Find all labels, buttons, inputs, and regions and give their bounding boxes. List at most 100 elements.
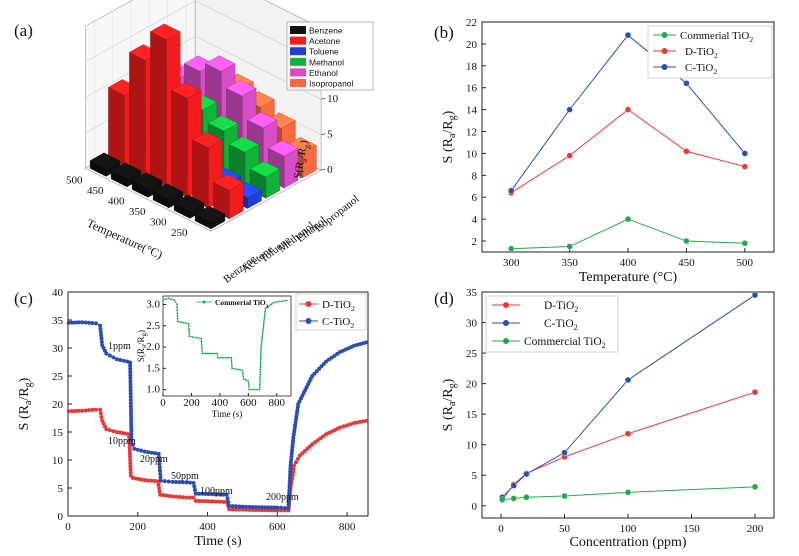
data-point <box>262 328 265 331</box>
legend-text: Toluene <box>309 47 339 57</box>
data-point <box>142 449 147 454</box>
data-point <box>204 352 207 355</box>
data-point <box>206 491 211 496</box>
data-point <box>188 327 190 330</box>
x-tick-label: 200 <box>130 521 147 533</box>
y-tick-label: 5 <box>472 470 478 482</box>
data-point <box>361 419 366 424</box>
grid-line <box>85 35 322 100</box>
data-point <box>213 352 215 355</box>
legend-item-c-tio: C-TiO2 <box>492 318 578 332</box>
data-point <box>128 464 133 469</box>
data-point <box>184 322 187 325</box>
y-tick-label: 14 <box>466 105 478 117</box>
x-tick-label: 100 <box>620 523 637 535</box>
data-point <box>209 492 214 497</box>
legend-item-d-tio: D-TiO2 <box>653 46 718 60</box>
data-point <box>111 355 116 360</box>
legend-text: Isopropanol <box>309 79 354 89</box>
data-point <box>129 429 134 434</box>
data-point <box>275 505 280 510</box>
data-point <box>566 106 573 113</box>
data-point <box>240 507 245 512</box>
data-point <box>624 430 632 437</box>
data-point <box>128 457 133 462</box>
data-point <box>244 507 249 512</box>
data-point <box>269 508 274 513</box>
x-tick-label: 450 <box>87 185 104 197</box>
data-point <box>288 466 293 471</box>
data-point <box>176 312 179 314</box>
data-point <box>287 490 292 495</box>
data-point <box>179 321 182 323</box>
data-point <box>262 323 265 325</box>
data-point <box>164 298 167 301</box>
y-tick-label: 5 <box>58 483 64 495</box>
data-point <box>233 504 238 509</box>
data-point <box>312 440 317 445</box>
data-point <box>289 454 294 459</box>
data-point <box>259 376 262 379</box>
data-point <box>358 342 363 347</box>
data-point <box>157 458 162 463</box>
data-point <box>127 454 132 459</box>
data-point <box>200 340 203 343</box>
data-point <box>355 342 360 347</box>
data-point <box>166 479 171 484</box>
data-point <box>207 352 210 355</box>
data-point <box>230 359 233 362</box>
data-point <box>247 507 252 512</box>
data-point <box>364 418 369 423</box>
data-point <box>194 336 197 339</box>
bar-benzene-350 <box>152 183 184 209</box>
data-point <box>286 506 291 511</box>
data-point <box>188 495 193 500</box>
bar-face-top <box>171 82 202 99</box>
y-tick-label: 10 <box>52 455 64 467</box>
data-point <box>184 480 189 485</box>
data-point <box>128 382 133 387</box>
data-point <box>176 309 179 312</box>
data-point <box>624 489 632 496</box>
data-point <box>242 378 245 380</box>
x-tick-label: 0 <box>65 521 71 533</box>
data-point <box>231 367 234 370</box>
y-tick-label: 15 <box>466 409 478 421</box>
data-point <box>624 106 632 113</box>
x-tick-label: 500 <box>66 175 83 187</box>
data-point <box>566 152 573 159</box>
data-point <box>107 428 112 433</box>
data-point <box>224 492 229 497</box>
data-point <box>260 348 262 351</box>
legend-text: Commercial TiO2 <box>524 336 606 350</box>
data-point <box>295 405 300 410</box>
data-point <box>219 356 222 359</box>
data-point <box>290 444 295 449</box>
data-point <box>264 307 267 310</box>
data-point <box>98 323 103 328</box>
data-point <box>129 432 134 437</box>
legend-text: D-TiO2 <box>544 300 578 314</box>
data-point <box>292 426 297 431</box>
data-point <box>259 363 262 366</box>
panel-c: (c) 0 200 400 600 800 0 5 10 15 20 25 30 35 40 1ppm 10… <box>14 287 369 549</box>
data-point <box>221 499 226 504</box>
data-point <box>250 507 255 512</box>
data-point <box>292 463 297 468</box>
annotation-20ppm: 20ppm <box>140 454 168 465</box>
data-point <box>201 349 203 352</box>
data-point <box>83 320 88 325</box>
inset-x-tick-label: 600 <box>240 397 257 409</box>
data-point <box>260 341 263 343</box>
inset-y-tick-label: 2.5 <box>146 320 160 332</box>
data-point <box>210 352 213 355</box>
data-point <box>149 478 154 483</box>
data-point <box>158 472 163 476</box>
data-point <box>157 486 162 490</box>
y-tick-label: 8 <box>472 170 478 182</box>
data-point <box>174 479 179 484</box>
inset-y-tick-label: 3.0 <box>146 299 160 311</box>
x-tick-label: 450 <box>678 257 695 269</box>
